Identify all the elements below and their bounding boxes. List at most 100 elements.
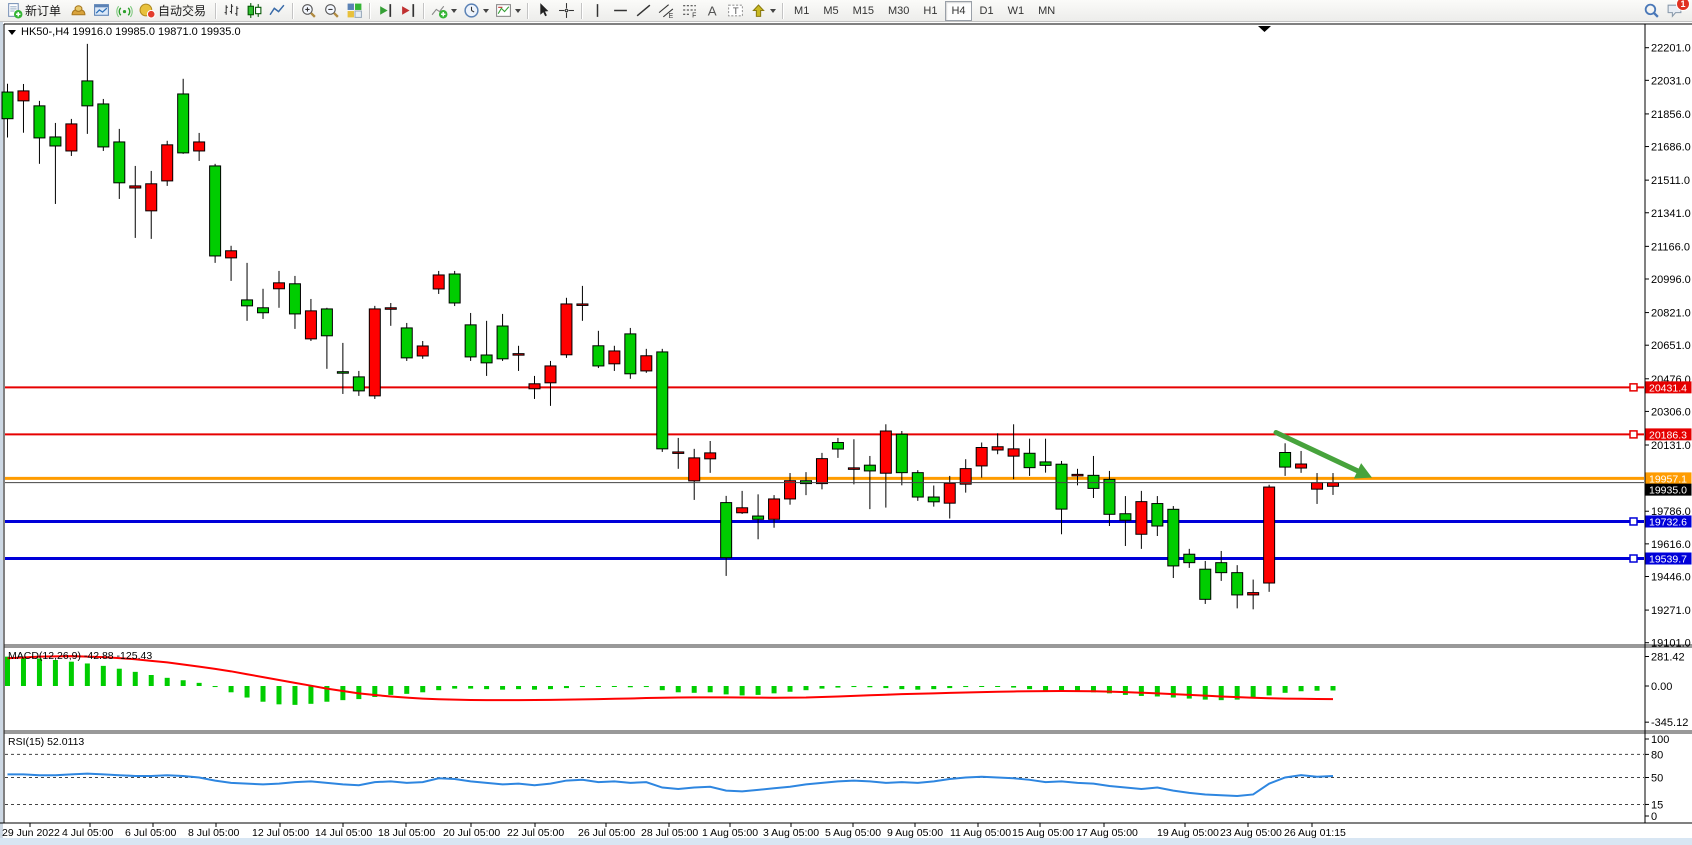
candle-chart-button[interactable] (243, 0, 266, 22)
dropdown-caret-icon (451, 8, 458, 13)
timeframe-M15[interactable]: M15 (852, 4, 874, 17)
chat-button[interactable]: 1 (1663, 0, 1690, 22)
chart-title: HK50-,H4 19916.0 19985.0 19871.0 19935.0 (8, 26, 241, 38)
price-tag-19732.6: 19732.6 (1645, 515, 1692, 528)
line-anchor-handle[interactable] (1629, 383, 1638, 392)
toolbar: 新订单 自动交易 E F A T M1 M5 M15 M30 H1 H4 D1 W1 MN 1 (0, 0, 1692, 22)
svg-text:5 Aug 05:00: 5 Aug 05:00 (825, 827, 881, 839)
timeframe-M5[interactable]: M5 (823, 4, 839, 17)
chart-shift-button[interactable] (397, 0, 420, 22)
timeframe-D1[interactable]: D1 (979, 4, 994, 17)
charts-window-button[interactable] (90, 0, 113, 22)
auto-scroll-button[interactable] (374, 0, 397, 22)
text-label-button[interactable]: T (724, 0, 747, 22)
horizontal-line-button[interactable] (609, 0, 632, 22)
cursor-button[interactable] (532, 0, 555, 22)
auto-trading-icon (139, 2, 156, 19)
tile-windows-button[interactable] (343, 0, 366, 22)
text-icon: A (704, 2, 721, 19)
svg-text:A: A (708, 3, 717, 18)
price-tag-20431.4: 20431.4 (1645, 381, 1692, 394)
svg-text:15 Aug 05:00: 15 Aug 05:00 (1012, 827, 1074, 839)
bar-chart-button[interactable] (220, 0, 243, 22)
tile-windows-icon (346, 2, 363, 19)
macd-signal-line (7, 655, 1334, 702)
signals-icon (116, 2, 133, 19)
svg-text:22 Jul 05:00: 22 Jul 05:00 (507, 827, 564, 839)
svg-text:21166.0: 21166.0 (1651, 241, 1690, 253)
toolbar-separator (423, 2, 426, 19)
auto-trading-label: 自动交易 (158, 4, 207, 18)
line-chart-button[interactable] (266, 0, 289, 22)
rsi-line (7, 772, 1334, 797)
toolbar-separator (215, 2, 218, 19)
svg-text:6 Jul 05:00: 6 Jul 05:00 (125, 827, 177, 839)
horizontal-line-icon (612, 2, 629, 19)
timeframe-H1[interactable]: H1 (923, 4, 938, 17)
timeframe-M1[interactable]: M1 (794, 4, 810, 17)
svg-text:19732.6: 19732.6 (1649, 516, 1687, 528)
svg-text:21856.0: 21856.0 (1651, 109, 1691, 121)
line-anchor-handle[interactable] (1629, 554, 1638, 563)
zoom-out-button[interactable] (320, 0, 343, 22)
timeframe-MN[interactable]: MN (1038, 4, 1056, 17)
notification-badge: 1 (1676, 0, 1690, 11)
svg-text:19 Aug 05:00: 19 Aug 05:00 (1157, 827, 1219, 839)
svg-text:50: 50 (1651, 773, 1663, 785)
zoom-in-button[interactable] (297, 0, 320, 22)
svg-text:19786.0: 19786.0 (1651, 506, 1691, 518)
crosshair-button[interactable] (555, 0, 578, 22)
timeframe-W1[interactable]: W1 (1007, 4, 1025, 17)
indicators-icon (431, 2, 448, 19)
svg-text:19616.0: 19616.0 (1651, 539, 1691, 551)
svg-text:14 Jul 05:00: 14 Jul 05:00 (315, 827, 372, 839)
toolbar-separator (581, 2, 584, 19)
chart-shift-icon (400, 2, 417, 19)
periods-button[interactable] (460, 0, 492, 22)
svg-text:80: 80 (1651, 749, 1663, 761)
auto-scroll-icon (377, 2, 394, 19)
svg-text:21511.0: 21511.0 (1651, 175, 1690, 187)
line-anchor-handle[interactable] (1629, 517, 1638, 526)
current-price-tag: 19935.0 (1645, 483, 1692, 497)
arrow-annotation[interactable] (1273, 430, 1372, 479)
svg-text:20996.0: 20996.0 (1651, 274, 1691, 286)
templates-button[interactable] (492, 0, 524, 22)
svg-text:3 Aug 05:00: 3 Aug 05:00 (763, 827, 819, 839)
price-tag-19957.1: 19957.1 (1645, 472, 1692, 485)
text-button[interactable]: A (701, 0, 724, 22)
svg-text:26 Jul 05:00: 26 Jul 05:00 (578, 827, 635, 839)
profiles-button[interactable] (67, 0, 90, 22)
signals-button[interactable] (113, 0, 136, 22)
symbol-dropdown-icon[interactable] (8, 29, 16, 35)
arrows-button[interactable] (747, 0, 779, 22)
candle-chart-icon (246, 2, 263, 19)
text-label-icon: T (727, 2, 744, 19)
svg-text:4 Jul 05:00: 4 Jul 05:00 (62, 827, 114, 839)
time-axis[interactable]: 29 Jun 2022 4 Jul 05:00 6 Jul 05:00 8 Jul 0… (2, 823, 1346, 839)
trend-line-button[interactable] (632, 0, 655, 22)
toolbar-separator (782, 2, 785, 19)
svg-text:20131.0: 20131.0 (1651, 440, 1691, 452)
auto-trading-button[interactable]: 自动交易 (136, 0, 212, 22)
price-axis[interactable]: 22201.0 22031.0 21856.0 21686.0 21511.0 21341… (1645, 43, 1691, 650)
new-order-button[interactable]: 新订单 (3, 0, 67, 22)
vertical-line-button[interactable] (586, 0, 609, 22)
svg-text:17 Aug 05:00: 17 Aug 05:00 (1076, 827, 1138, 839)
svg-text:19935.0: 19935.0 (1649, 485, 1687, 497)
svg-text:0: 0 (1651, 811, 1657, 823)
indicators-button[interactable] (428, 0, 460, 22)
line-anchor-handle[interactable] (1629, 430, 1638, 439)
svg-text:29 Jun 2022: 29 Jun 2022 (2, 827, 60, 839)
equidistant-channel-button[interactable]: E (655, 0, 678, 22)
svg-text:19271.0: 19271.0 (1651, 605, 1691, 617)
timeframe-H4[interactable]: H4 (945, 0, 972, 21)
fibonacci-button[interactable]: F (678, 0, 701, 22)
svg-text:19446.0: 19446.0 (1651, 571, 1691, 583)
svg-text:21686.0: 21686.0 (1651, 142, 1691, 154)
profiles-icon (70, 2, 87, 19)
svg-text:20186.3: 20186.3 (1649, 429, 1687, 441)
timeframe-M30[interactable]: M30 (888, 4, 910, 17)
svg-text:E: E (669, 13, 674, 19)
search-button[interactable] (1640, 0, 1663, 22)
